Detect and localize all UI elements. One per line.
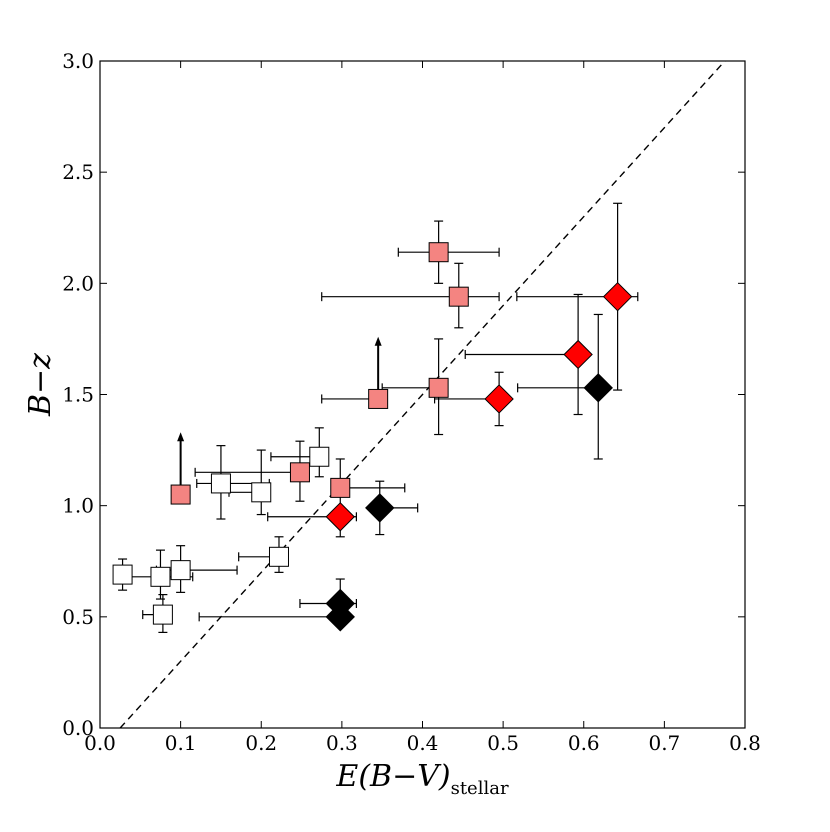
white-square-marker — [112, 564, 133, 585]
x-tick-label: 0.4 — [407, 731, 439, 755]
x-axis-title: E(B−V)stellar — [335, 759, 509, 799]
white-square-marker — [210, 473, 231, 494]
white-square-marker — [150, 566, 171, 587]
red-diamond-marker — [563, 339, 593, 370]
y-tick-label: 0.0 — [62, 716, 94, 740]
x-tick-label: 0.1 — [165, 731, 197, 755]
x-tick-label: 0.8 — [729, 731, 761, 755]
y-tick-label: 2.0 — [62, 271, 94, 295]
pink-square-marker — [448, 286, 469, 307]
black-diamond-marker — [365, 493, 395, 523]
reference-line-group — [119, 60, 726, 729]
x-tick-label: 0.0 — [84, 731, 116, 755]
pink-square-marker — [368, 388, 389, 409]
white-square-marker — [309, 446, 330, 467]
one-to-one-dashed-line — [119, 60, 726, 729]
white-square-marker — [170, 560, 191, 581]
red-diamond-marker — [484, 384, 514, 414]
pink-square-marker — [289, 462, 310, 483]
pink-square-marker — [428, 242, 449, 263]
white-square-marker — [152, 604, 173, 625]
data-markers — [112, 242, 633, 632]
x-tick-label: 0.6 — [568, 731, 600, 755]
y-tick-label: 3.0 — [62, 49, 94, 73]
ticks: 0.0 0.1 0.2 0.3 0.4 0.5 0.6 0.7 0.8 0.0 0.5 1.0 1.5 2… — [62, 49, 761, 755]
x-tick-label: 0.3 — [326, 731, 358, 755]
lower-limit-arrow-head — [374, 336, 382, 346]
black-diamond-marker — [583, 373, 613, 403]
pink-square-marker — [170, 484, 191, 505]
white-square-marker — [251, 482, 272, 503]
y-axis-title: B−z — [23, 353, 58, 417]
black-diamond-marker — [325, 602, 355, 632]
red-diamond-marker — [325, 502, 355, 532]
x-tick-label: 0.7 — [648, 731, 680, 755]
white-square-marker — [268, 546, 289, 567]
y-tick-label: 1.0 — [62, 494, 94, 518]
y-tick-label: 0.5 — [62, 605, 94, 629]
red-diamond-marker — [602, 281, 633, 312]
x-tick-label: 0.5 — [487, 731, 519, 755]
error-bars — [118, 202, 639, 633]
lower-limit-arrow-head — [177, 432, 185, 442]
y-tick-label: 1.5 — [62, 383, 94, 407]
pink-square-marker — [330, 477, 351, 498]
y-tick-label: 2.5 — [62, 160, 94, 184]
x-tick-label: 0.2 — [245, 731, 277, 755]
pink-square-marker — [428, 377, 449, 398]
